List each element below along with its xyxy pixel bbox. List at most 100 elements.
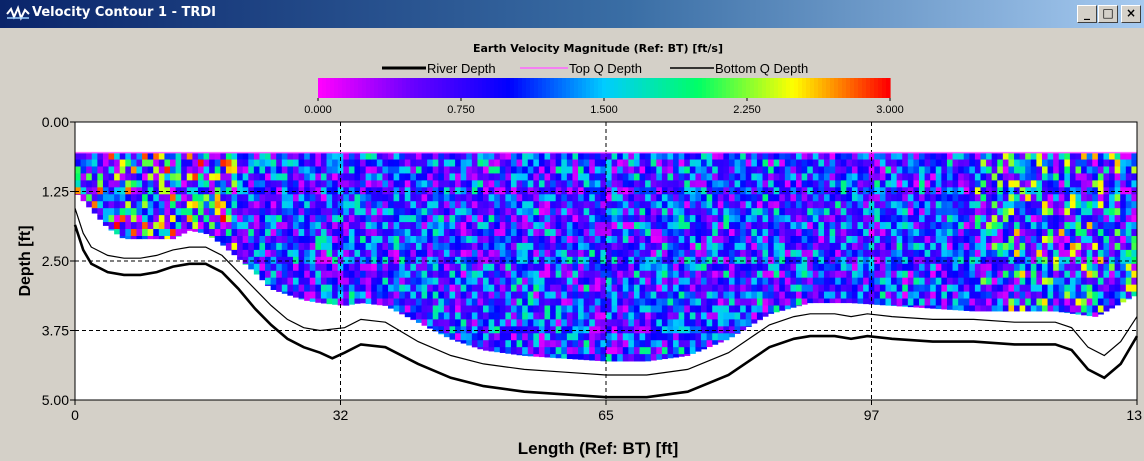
velocity-cell [97, 152, 104, 160]
velocity-cell [952, 263, 959, 272]
velocity-cell [410, 277, 417, 286]
velocity-cell [1131, 249, 1138, 258]
velocity-cell [980, 215, 987, 223]
colorbar-cell [582, 78, 587, 98]
velocity-cell [186, 166, 193, 174]
velocity-cell [756, 263, 763, 272]
velocity-cell [991, 201, 998, 209]
velocity-cell [382, 159, 389, 167]
velocity-cell [734, 235, 741, 244]
velocity-cell [578, 354, 585, 360]
velocity-cell [751, 263, 758, 272]
velocity-cell [304, 180, 311, 188]
minimize-icon: _ [1084, 6, 1090, 20]
velocity-cell [371, 270, 378, 279]
colorbar-cell [526, 78, 531, 98]
velocity-cell [835, 270, 842, 279]
velocity-cell [1058, 305, 1065, 313]
velocity-cell [935, 201, 942, 209]
velocity-cell [510, 333, 517, 341]
velocity-cell [594, 180, 601, 188]
velocity-cell [835, 166, 842, 174]
velocity-cell [555, 277, 562, 286]
velocity-cell [907, 284, 914, 292]
velocity-cell [477, 180, 484, 188]
velocity-cell [253, 152, 260, 160]
velocity-cell [673, 333, 680, 341]
velocity-cell [583, 354, 590, 361]
velocity-cell [466, 270, 473, 279]
velocity-cell [1131, 152, 1138, 160]
velocity-cell [382, 215, 389, 223]
velocity-cell [902, 215, 909, 223]
velocity-cell [941, 235, 948, 244]
velocity-cell [952, 298, 959, 306]
velocity-cell [483, 166, 490, 174]
velocity-cell [421, 152, 428, 160]
velocity-cell [197, 152, 204, 160]
velocity-cell [734, 305, 741, 313]
velocity-cell [935, 166, 942, 174]
velocity-cell [728, 326, 735, 334]
title-bar[interactable]: Velocity Contour 1 - TRDI _ □ × [0, 0, 1144, 28]
velocity-cell [544, 180, 551, 188]
velocity-cell [913, 235, 920, 244]
velocity-cell [538, 215, 545, 223]
velocity-cell [1030, 298, 1037, 306]
velocity-cell [902, 284, 909, 292]
y-tick-label: 2.50 [42, 253, 69, 269]
velocity-cell [650, 222, 657, 230]
velocity-cell [108, 159, 115, 167]
velocity-cell [974, 159, 981, 167]
colorbar-cell [574, 78, 579, 98]
velocity-cell [684, 277, 691, 286]
velocity-cell [242, 222, 249, 230]
velocity-cell [292, 263, 299, 272]
velocity-cell [818, 159, 825, 167]
velocity-cell [332, 263, 339, 272]
legend-label-bottom-q-depth: Bottom Q Depth [715, 61, 808, 76]
velocity-cell [639, 319, 646, 327]
velocity-cell [779, 229, 786, 237]
colorbar-cell [490, 78, 495, 98]
velocity-cell [421, 284, 428, 292]
velocity-cell [471, 180, 478, 188]
velocity-cell [1120, 235, 1127, 244]
velocity-cell [125, 201, 132, 209]
velocity-cell [1058, 159, 1065, 167]
maximize-button[interactable]: □ [1098, 5, 1118, 23]
velocity-cell [337, 222, 344, 230]
velocity-cell [393, 166, 400, 174]
velocity-cell [170, 166, 177, 174]
velocity-cell [550, 166, 557, 174]
velocity-cell [1053, 263, 1060, 272]
velocity-cell [1053, 222, 1060, 230]
velocity-cell [421, 201, 428, 209]
velocity-cell [723, 180, 730, 188]
velocity-cell [555, 340, 562, 348]
velocity-cell [807, 235, 814, 244]
velocity-cell [734, 319, 741, 327]
velocity-cell [393, 270, 400, 279]
velocity-cell [863, 277, 870, 286]
velocity-cell [958, 152, 965, 160]
velocity-cell [175, 215, 182, 223]
velocity-cell [768, 298, 775, 306]
velocity-cell [483, 263, 490, 272]
velocity-cell [617, 194, 624, 202]
velocity-cell [175, 201, 182, 209]
minimize-button[interactable]: _ [1077, 5, 1097, 23]
velocity-cell [566, 173, 573, 181]
velocity-cell [986, 152, 993, 160]
velocity-cell [80, 194, 87, 202]
velocity-cell [483, 270, 490, 279]
velocity-cell [382, 242, 389, 251]
velocity-cell [723, 291, 730, 299]
close-button[interactable]: × [1121, 5, 1141, 23]
velocity-cell [633, 215, 640, 223]
velocity-cell [253, 201, 260, 209]
velocity-cell [656, 180, 663, 188]
velocity-cell [455, 277, 462, 286]
velocity-cell [656, 354, 663, 360]
velocity-cell [801, 152, 808, 160]
